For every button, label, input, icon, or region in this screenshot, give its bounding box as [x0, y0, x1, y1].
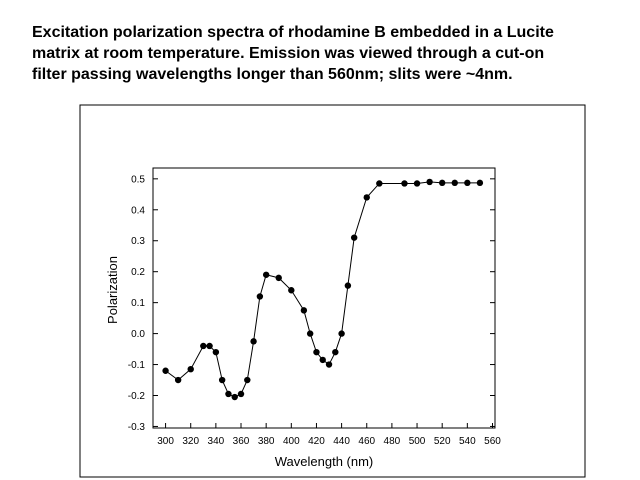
data-point — [325, 361, 333, 368]
y-tick-label: 0.3 — [131, 236, 145, 247]
y-tick-label: 0.2 — [131, 267, 145, 278]
data-point — [313, 348, 320, 356]
x-tick-label: 420 — [308, 436, 325, 447]
x-tick-label: 560 — [484, 436, 501, 447]
data-point — [212, 348, 220, 356]
data-point — [174, 376, 182, 384]
data-point — [438, 179, 446, 187]
data-point — [218, 376, 226, 384]
data-point — [451, 179, 458, 187]
data-point — [376, 180, 383, 187]
x-tick-label: 380 — [258, 436, 275, 447]
data-point — [187, 365, 194, 373]
x-tick-label: 400 — [283, 436, 300, 447]
data-point — [476, 179, 484, 187]
data-point — [363, 194, 370, 201]
data-point — [206, 342, 213, 350]
title-line: Excitation polarization spectra of rhoda… — [32, 24, 554, 41]
data-point — [231, 393, 238, 401]
data-point — [464, 179, 471, 187]
chart-frame — [79, 104, 586, 478]
data-point — [306, 330, 314, 337]
data-point — [344, 282, 352, 289]
y-tick-label: 0.0 — [131, 329, 145, 340]
x-tick-label: 440 — [333, 436, 350, 447]
y-tick-label: -0.3 — [128, 422, 146, 433]
data-point — [300, 307, 308, 314]
x-tick-label: 460 — [358, 436, 375, 447]
x-tick-label: 360 — [233, 436, 250, 447]
y-tick-label: 0.1 — [131, 298, 145, 309]
x-tick-label: 520 — [434, 436, 451, 447]
x-tick-label: 540 — [459, 436, 476, 447]
y-tick-label: -0.2 — [128, 391, 146, 402]
x-tick-label: 320 — [182, 436, 199, 447]
y-tick-label: 0.4 — [131, 205, 145, 216]
data-point — [162, 367, 169, 374]
data-point — [237, 390, 245, 398]
data-point — [225, 390, 232, 398]
data-point — [338, 330, 345, 337]
data-point — [426, 178, 433, 186]
data-point — [256, 293, 264, 300]
data-point — [288, 287, 295, 294]
data-point — [262, 271, 270, 278]
data-point — [401, 180, 408, 187]
x-tick-label: 480 — [384, 436, 401, 447]
title-line: filter passing wavelengths longer than 5… — [32, 66, 513, 83]
title-line: matrix at room temperature. Emission was… — [32, 45, 544, 62]
data-line — [165, 181, 480, 398]
data-point — [200, 342, 207, 350]
x-tick-label: 340 — [208, 436, 225, 447]
x-tick-label: 500 — [409, 436, 426, 447]
y-tick-label: -0.1 — [128, 360, 146, 371]
y-tick-label: 0.5 — [131, 174, 145, 185]
data-point — [250, 338, 257, 345]
data-point — [244, 376, 251, 384]
data-point — [319, 356, 326, 364]
x-tick-label: 300 — [157, 436, 174, 447]
data-point — [275, 274, 282, 282]
y-axis-label: Polarization — [105, 256, 120, 324]
data-point — [413, 180, 421, 187]
data-point — [332, 348, 339, 356]
plot-frame — [152, 167, 496, 429]
x-axis-label: Wavelength (nm) — [275, 454, 374, 469]
data-point — [350, 234, 358, 241]
